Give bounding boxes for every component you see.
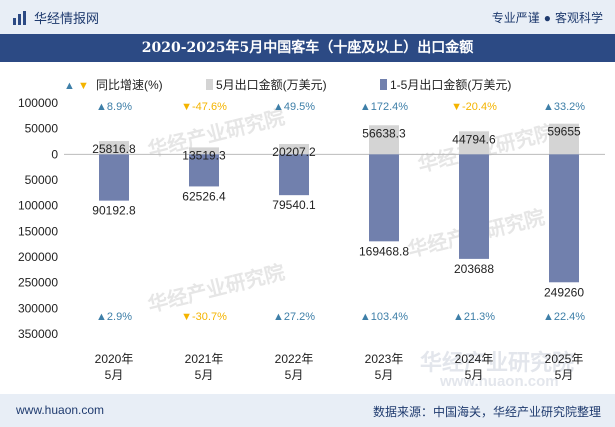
cumulative-bar bbox=[99, 154, 129, 201]
monthly-value-label: 25816.8 bbox=[92, 142, 136, 156]
monthly-value-label: 20207.2 bbox=[272, 145, 316, 159]
x-tick-label-year: 2021年 bbox=[185, 352, 224, 366]
y-tick-label: 150000 bbox=[18, 224, 58, 238]
cumulative-growth-label: ▲22.4% bbox=[543, 311, 585, 323]
cumulative-bar bbox=[189, 154, 219, 187]
monthly-growth-label: ▲33.2% bbox=[543, 101, 585, 113]
y-tick-label: 300000 bbox=[18, 301, 58, 315]
monthly-value-label: 59655 bbox=[547, 125, 581, 139]
chart-title: 2020-2025年5月中国客车（十座及以上）出口金额 bbox=[0, 34, 615, 62]
monthly-bar bbox=[279, 143, 309, 155]
tagline-right: 客观科学 bbox=[554, 11, 603, 25]
monthly-bar bbox=[549, 123, 579, 155]
x-tick-label-year: 2022年 bbox=[275, 352, 314, 366]
x-tick-label-month: 5月 bbox=[285, 368, 304, 382]
cumulative-bar bbox=[279, 154, 309, 196]
watermark-url-text: www.huaon.com bbox=[439, 373, 559, 390]
cumulative-bar bbox=[549, 154, 579, 283]
cumulative-value-label: 79540.1 bbox=[272, 198, 316, 212]
legend-growth-label: 同比增速(%) bbox=[96, 78, 163, 92]
tagline-left: 专业严谨 bbox=[491, 11, 540, 25]
cumulative-bar bbox=[459, 154, 489, 259]
monthly-growth-label: ▲8.9% bbox=[96, 101, 132, 113]
watermark-text: 华经产业研究院 bbox=[145, 260, 287, 317]
legend-monthly-swatch bbox=[206, 79, 213, 90]
watermark-brand-text: 华经产业研究院 bbox=[420, 350, 574, 375]
bars bbox=[99, 123, 579, 283]
x-tick-label-month: 5月 bbox=[465, 368, 484, 382]
cumulative-growth-label: ▲103.4% bbox=[360, 311, 408, 323]
monthly-growth-label: ▲172.4% bbox=[360, 101, 408, 113]
legend-cumulative-label: 1-5月出口金额(万美元) bbox=[390, 77, 511, 92]
cumulative-value-label: 249260 bbox=[544, 285, 584, 299]
growth-labels: ▲8.9% ▲2.9% ▼-47.6% ▼-30.7% ▲49.5% ▲27.2% ▲172… bbox=[96, 101, 585, 323]
cumulative-value-label: 203688 bbox=[454, 262, 494, 276]
y-tick-label: 350000 bbox=[18, 327, 58, 341]
y-tick-label: 200000 bbox=[18, 250, 58, 264]
monthly-growth-label: ▲49.5% bbox=[273, 101, 315, 113]
tagline-dot-icon: ● bbox=[543, 11, 551, 25]
monthly-bar bbox=[369, 125, 399, 155]
x-tick-label-year: 2025年 bbox=[545, 352, 584, 366]
x-tick-label-month: 5月 bbox=[375, 368, 394, 382]
brand: 华经情报网 bbox=[12, 8, 99, 27]
y-axis: 100000 50000 0 50000 100000 150000 200000 25000… bbox=[18, 96, 605, 341]
y-tick-label: 50000 bbox=[25, 122, 59, 136]
x-tick-label-month: 5月 bbox=[105, 368, 124, 382]
legend-growth-up-icon: ▲ bbox=[64, 80, 75, 92]
cumulative-value-label: 90192.8 bbox=[92, 204, 136, 218]
footer-source: 数据来源：中国海关，华经产业研究院整理 bbox=[372, 405, 601, 419]
brand-logo-icon bbox=[13, 10, 26, 25]
chart-svg: 华经产业研究院华经产业研究院华经产业研究院华经产业研究院华经产业研究院www.h… bbox=[18, 77, 605, 390]
y-tick-label: 250000 bbox=[18, 276, 58, 290]
y-tick-label: 50000 bbox=[25, 173, 59, 187]
monthly-value-label: 56638.3 bbox=[362, 126, 406, 140]
legend: ▲ ▼ 同比增速(%) 5月出口金额(万美元) 1-5月出口金额(万美元) bbox=[64, 77, 511, 92]
cumulative-growth-label: ▲21.3% bbox=[453, 311, 495, 323]
data-labels: 25816.8 90192.8 13519.3 62526.4 20207.2 79540… bbox=[92, 125, 584, 300]
x-tick-label-year: 2020年 bbox=[95, 352, 134, 366]
brand-name: 华经情报网 bbox=[34, 11, 100, 26]
header-bar: 华经情报网 专业严谨 ● 客观科学 bbox=[0, 0, 615, 34]
y-tick-label: 100000 bbox=[18, 199, 58, 213]
footer-bar: www.huaon.com 数据来源：中国海关，华经产业研究院整理 bbox=[0, 394, 615, 427]
cumulative-growth-label: ▲2.9% bbox=[96, 311, 132, 323]
monthly-growth-label: ▼-20.4% bbox=[451, 101, 497, 113]
cumulative-value-label: 62526.4 bbox=[182, 189, 226, 203]
legend-cumulative-swatch bbox=[380, 79, 387, 90]
legend-growth-down-icon: ▼ bbox=[78, 80, 89, 92]
monthly-value-label: 44794.6 bbox=[452, 132, 496, 146]
x-tick-label-month: 5月 bbox=[195, 368, 214, 382]
x-tick-label-month: 5月 bbox=[555, 368, 574, 382]
x-axis: 2020年 5月 2021年 5月 2022年 5月 2023年 5月 2024年 5月 2025年… bbox=[95, 352, 584, 382]
cumulative-bar bbox=[369, 154, 399, 242]
x-tick-label-year: 2023年 bbox=[365, 352, 404, 366]
monthly-growth-label: ▼-47.6% bbox=[181, 101, 227, 113]
footer-website: www.huaon.com bbox=[16, 403, 105, 417]
x-tick-label-year: 2024年 bbox=[455, 352, 494, 366]
monthly-bar bbox=[189, 147, 219, 155]
monthly-bar bbox=[99, 141, 129, 155]
y-tick-label: 100000 bbox=[18, 96, 58, 110]
cumulative-growth-label: ▼-30.7% bbox=[181, 311, 227, 323]
y-tick-label: 0 bbox=[51, 147, 58, 161]
monthly-value-label: 13519.3 bbox=[182, 148, 226, 162]
cumulative-growth-label: ▲27.2% bbox=[273, 311, 315, 323]
monthly-bar bbox=[459, 131, 489, 155]
legend-monthly-label: 5月出口金额(万美元) bbox=[216, 77, 327, 92]
cumulative-value-label: 169468.8 bbox=[359, 244, 409, 258]
tagline: 专业严谨 ● 客观科学 bbox=[492, 9, 603, 26]
